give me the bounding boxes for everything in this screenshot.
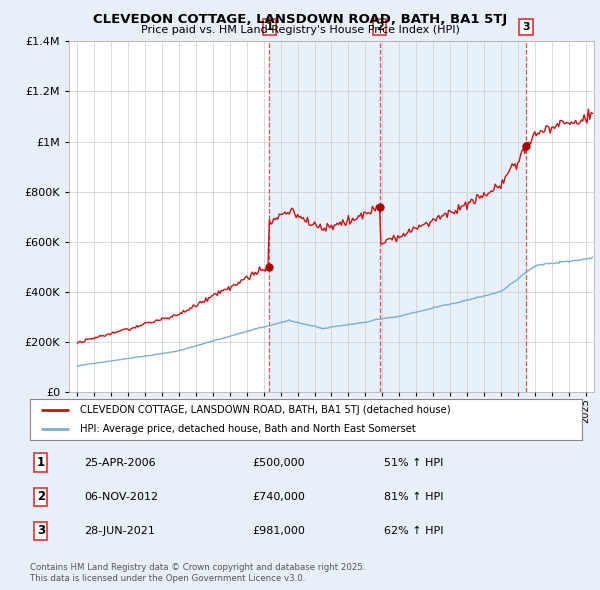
Text: 1: 1 [37,456,45,469]
Text: CLEVEDON COTTAGE, LANSDOWN ROAD, BATH, BA1 5TJ: CLEVEDON COTTAGE, LANSDOWN ROAD, BATH, B… [93,13,507,26]
Text: 62% ↑ HPI: 62% ↑ HPI [384,526,443,536]
Text: £981,000: £981,000 [252,526,305,536]
Text: 3: 3 [522,22,530,32]
Text: Price paid vs. HM Land Registry's House Price Index (HPI): Price paid vs. HM Land Registry's House … [140,25,460,35]
Text: CLEVEDON COTTAGE, LANSDOWN ROAD, BATH, BA1 5TJ (detached house): CLEVEDON COTTAGE, LANSDOWN ROAD, BATH, B… [80,405,451,415]
Text: 3: 3 [37,525,45,537]
Text: 28-JUN-2021: 28-JUN-2021 [84,526,155,536]
Text: £740,000: £740,000 [252,492,305,502]
Text: 25-APR-2006: 25-APR-2006 [84,458,155,467]
Text: 06-NOV-2012: 06-NOV-2012 [84,492,158,502]
Text: HPI: Average price, detached house, Bath and North East Somerset: HPI: Average price, detached house, Bath… [80,424,415,434]
Bar [380,41,526,392]
Text: 2: 2 [376,22,383,32]
Text: 2: 2 [37,490,45,503]
Bar [269,41,380,392]
Text: £500,000: £500,000 [252,458,305,467]
Text: 51% ↑ HPI: 51% ↑ HPI [384,458,443,467]
Text: 1: 1 [265,22,273,32]
Text: Contains HM Land Registry data © Crown copyright and database right 2025.
This d: Contains HM Land Registry data © Crown c… [30,563,365,583]
Text: 81% ↑ HPI: 81% ↑ HPI [384,492,443,502]
